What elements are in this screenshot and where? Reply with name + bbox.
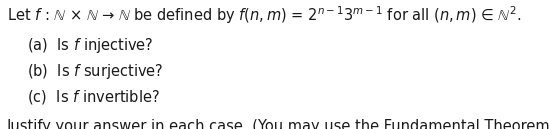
Text: Justify your answer in each case. (You may use the Fundamental Theorem of Arithm: Justify your answer in each case. (You m…	[7, 119, 549, 129]
Text: (c)  Is $f$ invertible?: (c) Is $f$ invertible?	[27, 88, 160, 106]
Text: (a)  Is $f$ injective?: (a) Is $f$ injective?	[27, 36, 154, 55]
Text: Let $f$ : $\mathbb{N}$ × $\mathbb{N}$ → $\mathbb{N}$ be defined by $f$($n, m$) =: Let $f$ : $\mathbb{N}$ × $\mathbb{N}$ → …	[7, 4, 521, 26]
Text: (b)  Is $f$ surjective?: (b) Is $f$ surjective?	[27, 62, 164, 81]
